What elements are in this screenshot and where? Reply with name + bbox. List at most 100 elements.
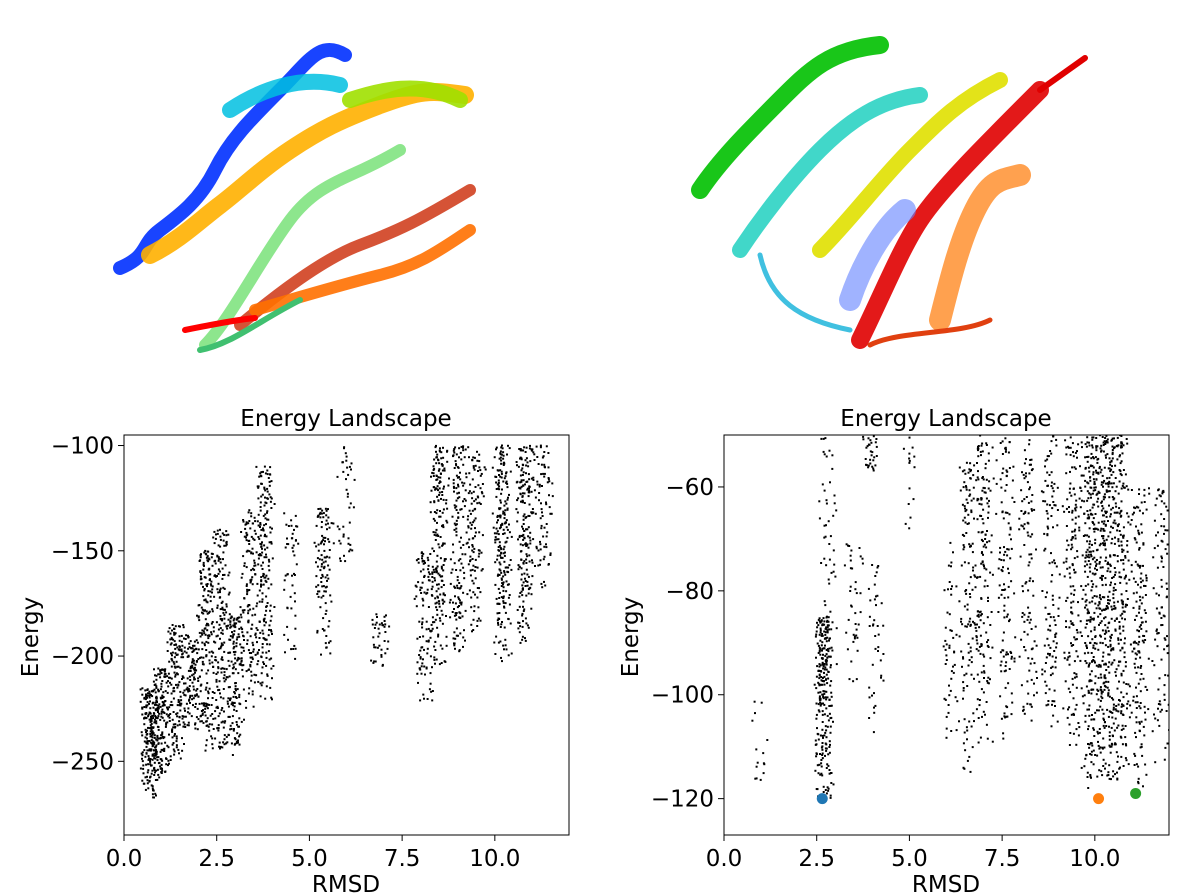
scatter-point bbox=[1084, 456, 1087, 459]
scatter-point bbox=[827, 620, 830, 623]
scatter-point bbox=[871, 451, 874, 454]
scatter-point bbox=[253, 681, 256, 684]
scatter-point bbox=[821, 742, 824, 744]
scatter-point bbox=[1112, 482, 1115, 485]
scatter-point bbox=[469, 569, 472, 572]
scatter-point bbox=[979, 652, 982, 655]
scatter-point bbox=[520, 485, 523, 488]
scatter-point bbox=[460, 445, 463, 448]
scatter-point bbox=[146, 771, 149, 774]
scatter-point bbox=[1026, 481, 1029, 484]
scatter-point bbox=[1103, 440, 1106, 443]
scatter-point bbox=[1073, 713, 1075, 716]
scatter-point bbox=[437, 583, 440, 586]
scatter-point bbox=[263, 535, 266, 538]
scatter-point bbox=[218, 680, 221, 683]
scatter-point bbox=[1102, 485, 1104, 488]
scatter-point bbox=[439, 472, 442, 475]
scatter-point bbox=[960, 620, 962, 623]
scatter-point bbox=[880, 676, 882, 679]
scatter-point bbox=[985, 442, 988, 445]
scatter-point bbox=[329, 640, 332, 643]
scatter-point bbox=[1011, 479, 1014, 482]
scatter-point bbox=[442, 584, 445, 586]
scatter-point bbox=[986, 530, 988, 532]
scatter-point bbox=[161, 732, 164, 735]
scatter-point bbox=[161, 696, 164, 699]
scatter-point bbox=[818, 665, 821, 668]
scatter-point bbox=[505, 648, 508, 651]
scatter-point bbox=[221, 658, 224, 661]
scatter-point bbox=[985, 631, 988, 634]
scatter-point bbox=[1073, 660, 1076, 663]
scatter-point bbox=[470, 606, 473, 609]
scatter-point bbox=[524, 542, 527, 545]
scatter-point bbox=[1028, 472, 1031, 475]
scatter-point bbox=[426, 647, 429, 650]
scatter-point bbox=[1118, 627, 1121, 630]
scatter-point bbox=[431, 627, 434, 630]
scatter-point bbox=[950, 565, 952, 568]
scatter-point bbox=[353, 478, 356, 481]
scatter-point bbox=[498, 597, 501, 599]
scatter-point bbox=[241, 668, 244, 671]
scatter-point bbox=[184, 694, 187, 697]
scatter-point bbox=[1044, 547, 1047, 550]
scatter-point bbox=[177, 648, 180, 651]
scatter-point bbox=[963, 674, 966, 677]
scatter-point bbox=[1091, 558, 1094, 561]
scatter-point bbox=[418, 620, 421, 623]
scatter-point bbox=[259, 501, 262, 504]
scatter-point bbox=[1080, 585, 1083, 588]
scatter-point bbox=[543, 545, 546, 548]
scatter-point bbox=[436, 533, 439, 536]
scatter-point bbox=[149, 749, 152, 752]
scatter-point bbox=[1025, 496, 1028, 498]
scatter-point bbox=[979, 450, 982, 453]
scatter-point bbox=[221, 656, 224, 659]
scatter-point bbox=[1090, 688, 1093, 691]
scatter-point bbox=[225, 530, 228, 533]
scatter-point bbox=[1074, 503, 1077, 506]
scatter-point bbox=[528, 536, 531, 539]
scatter-point bbox=[880, 602, 883, 605]
scatter-point bbox=[1094, 754, 1097, 756]
scatter-point bbox=[824, 627, 827, 630]
scatter-point bbox=[239, 733, 242, 736]
scatter-point bbox=[1105, 605, 1108, 607]
scatter-point bbox=[1078, 526, 1081, 529]
scatter-point bbox=[977, 445, 979, 448]
scatter-point bbox=[1090, 512, 1093, 515]
scatter-point bbox=[151, 753, 154, 756]
scatter-point bbox=[214, 656, 217, 659]
scatter-point bbox=[376, 616, 378, 618]
scatter-point bbox=[1044, 479, 1047, 482]
scatter-point bbox=[522, 581, 525, 584]
scatter-point bbox=[1020, 684, 1023, 687]
scatter-point bbox=[1083, 500, 1086, 503]
scatter-point bbox=[270, 667, 273, 670]
scatter-point bbox=[231, 636, 234, 639]
scatter-point bbox=[232, 695, 235, 698]
scatter-point bbox=[435, 512, 438, 515]
scatter-point bbox=[1114, 536, 1116, 539]
scatter-point bbox=[850, 604, 853, 607]
scatter-point bbox=[474, 593, 476, 596]
scatter-point bbox=[1093, 503, 1096, 506]
scatter-point bbox=[202, 568, 205, 571]
scatter-point bbox=[1084, 466, 1087, 469]
scatter-point bbox=[1102, 528, 1105, 530]
scatter-point bbox=[461, 553, 464, 556]
scatter-point bbox=[456, 579, 459, 582]
scatter-point bbox=[815, 630, 818, 633]
scatter-point bbox=[245, 523, 248, 525]
scatter-point bbox=[944, 663, 947, 665]
scatter-point bbox=[1122, 444, 1125, 447]
scatter-point bbox=[525, 568, 528, 571]
scatter-point bbox=[320, 526, 323, 529]
scatter-point bbox=[1112, 589, 1115, 592]
scatter-point bbox=[828, 769, 831, 771]
scatter-point bbox=[212, 728, 215, 730]
scatter-point bbox=[423, 591, 426, 594]
scatter-point bbox=[522, 464, 525, 467]
